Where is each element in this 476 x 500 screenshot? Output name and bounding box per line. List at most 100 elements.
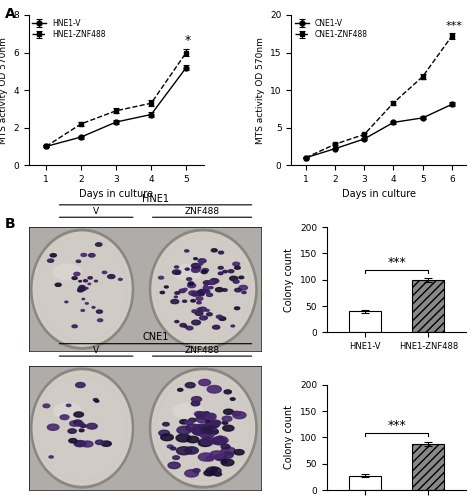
Ellipse shape [33,371,131,485]
Circle shape [185,250,189,252]
Circle shape [222,288,227,292]
Circle shape [204,412,209,414]
Circle shape [175,320,179,322]
Circle shape [201,438,215,444]
Circle shape [74,272,80,276]
Circle shape [159,276,164,279]
Circle shape [185,420,193,424]
Circle shape [206,289,209,291]
Circle shape [203,281,210,284]
Circle shape [195,291,203,295]
Circle shape [224,390,231,394]
Text: CNE1: CNE1 [142,332,169,342]
Circle shape [208,280,216,284]
Circle shape [198,439,212,446]
Circle shape [223,270,228,273]
Circle shape [66,404,71,406]
Circle shape [191,292,199,296]
Circle shape [207,386,221,393]
Circle shape [213,441,218,444]
Circle shape [204,316,208,318]
Text: HNE1: HNE1 [142,194,169,203]
Text: A: A [5,8,16,22]
Circle shape [48,259,54,262]
Circle shape [239,276,244,278]
Circle shape [78,287,85,291]
Circle shape [218,251,224,254]
Circle shape [222,416,232,422]
Circle shape [175,292,180,294]
Circle shape [85,288,88,289]
Circle shape [185,382,195,388]
Circle shape [213,326,220,329]
Circle shape [194,258,198,260]
Circle shape [242,292,246,294]
Bar [349,476,381,490]
Circle shape [201,427,212,432]
Circle shape [207,313,212,316]
X-axis label: Days in culture: Days in culture [79,190,153,200]
Circle shape [221,447,236,455]
Circle shape [196,297,203,300]
Circle shape [215,454,226,460]
Circle shape [177,426,191,434]
Circle shape [216,288,223,292]
Circle shape [198,290,206,294]
Circle shape [88,276,92,279]
Circle shape [102,271,107,274]
Ellipse shape [172,402,203,419]
Circle shape [195,312,203,316]
Circle shape [177,447,191,455]
Circle shape [195,428,206,434]
Circle shape [188,282,194,285]
Circle shape [108,274,115,278]
Circle shape [218,266,223,269]
Circle shape [81,310,85,312]
Circle shape [176,434,191,442]
Circle shape [88,283,90,284]
Circle shape [92,306,95,308]
Circle shape [199,426,208,430]
Circle shape [199,316,207,320]
Circle shape [191,402,200,406]
Circle shape [206,430,213,434]
Circle shape [211,420,221,426]
Circle shape [74,441,85,446]
Circle shape [161,434,173,440]
Circle shape [210,278,219,283]
Text: ZNF488: ZNF488 [185,346,219,355]
Text: B: B [5,218,15,232]
Circle shape [95,400,99,402]
Circle shape [209,280,214,283]
Circle shape [230,398,235,400]
Circle shape [178,388,183,391]
Circle shape [200,426,206,430]
Circle shape [197,292,204,296]
Circle shape [78,289,83,292]
Circle shape [191,300,195,302]
Circle shape [65,301,68,302]
Circle shape [60,415,69,420]
Circle shape [171,300,179,304]
Circle shape [187,278,192,280]
Circle shape [187,436,199,442]
Circle shape [119,278,122,280]
Circle shape [168,462,180,468]
Bar [413,444,444,490]
Circle shape [217,315,222,318]
Circle shape [196,412,209,419]
Circle shape [72,276,77,280]
Circle shape [219,317,226,320]
Circle shape [221,459,234,466]
Circle shape [179,289,186,292]
Circle shape [192,310,198,312]
Ellipse shape [53,264,82,280]
Ellipse shape [149,368,257,488]
Circle shape [47,424,59,430]
Circle shape [199,307,207,312]
Circle shape [239,286,248,290]
Ellipse shape [33,232,131,346]
Circle shape [218,272,223,274]
Text: ***: *** [446,21,463,31]
Circle shape [75,440,86,446]
